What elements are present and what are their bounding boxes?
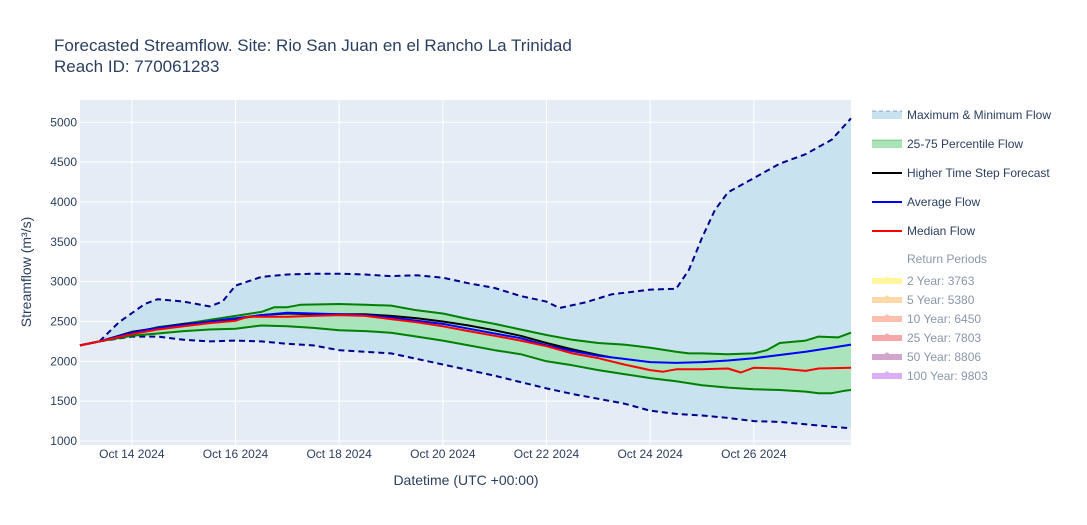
legend-marker-icon: [884, 371, 890, 377]
legend-item-return-period[interactable]: 25 Year: 7803: [872, 331, 981, 345]
x-axis-label: Datetime (UTC +00:00): [393, 472, 538, 488]
legend-swatch: [872, 140, 902, 148]
legend-item-25-75-percentile-flow[interactable]: 25-75 Percentile Flow: [872, 137, 1023, 151]
legend-marker-icon: [884, 352, 890, 358]
y-tick-label: 2000: [50, 354, 77, 368]
legend-return-periods-title: Return Periods: [907, 252, 987, 266]
plot-area: [79, 117, 852, 430]
legend-label: Higher Time Step Forecast: [907, 166, 1050, 180]
25-75-percentile-flow-upper-line: [79, 303, 852, 356]
y-tick-label: 1500: [50, 394, 77, 408]
legend-label: 2 Year: 3763: [907, 274, 975, 288]
legend-label: 5 Year: 5380: [907, 293, 975, 307]
legend-item-return-period[interactable]: 100 Year: 9803: [872, 369, 988, 383]
legend-item-average-flow[interactable]: Average Flow: [872, 195, 980, 209]
legend-label: 10 Year: 6450: [907, 312, 981, 326]
y-tick-label: 3000: [50, 275, 77, 289]
y-tick-label: 4500: [50, 155, 77, 169]
x-tick-label: Oct 16 2024: [203, 447, 269, 461]
y-axis-ticks: 1000 1500 2000 2500 3000 3500 4000 4500 5000: [50, 115, 77, 448]
legend-marker-icon: [884, 333, 890, 339]
legend-swatch: [872, 111, 902, 119]
legend-item-higher-time-step-forecast[interactable]: Higher Time Step Forecast: [872, 166, 1050, 180]
legend-marker-icon: [884, 276, 890, 282]
y-tick-label: 4000: [50, 195, 77, 209]
maximum-minimum-flow-upper-line: [79, 117, 852, 347]
x-tick-label: Oct 14 2024: [99, 447, 165, 461]
legend[interactable]: Maximum & Minimum Flow 25-75 Percentile F…: [872, 108, 1051, 383]
legend-item-return-period[interactable]: 50 Year: 8806: [872, 350, 981, 364]
chart-title-line2: Reach ID: 770061283: [54, 57, 219, 76]
chart-title-line1: Forecasted Streamflow. Site: Rio San Jua…: [54, 36, 572, 55]
x-tick-label: Oct 24 2024: [617, 447, 683, 461]
legend-label: 100 Year: 9803: [907, 369, 988, 383]
legend-label: 50 Year: 8806: [907, 350, 981, 364]
legend-marker-icon: [884, 295, 890, 301]
maximum-minimum-flow-lower-line: [79, 335, 852, 430]
y-tick-label: 2500: [50, 315, 77, 329]
x-tick-label: Oct 26 2024: [721, 447, 787, 461]
x-tick-label: Oct 20 2024: [410, 447, 476, 461]
median-flow-line: [79, 314, 852, 374]
legend-marker-icon: [884, 314, 890, 320]
y-tick-label: 1000: [50, 434, 77, 448]
legend-label: 25-75 Percentile Flow: [907, 137, 1023, 151]
average-flow-line: [79, 311, 852, 364]
25-75-percentile-flow-lower-line: [79, 324, 852, 395]
legend-item-maximum-minimum-flow[interactable]: Maximum & Minimum Flow: [872, 108, 1051, 122]
legend-item-median-flow[interactable]: Median Flow: [872, 224, 975, 238]
legend-item-return-period[interactable]: 10 Year: 6450: [872, 312, 981, 326]
y-tick-label: 5000: [50, 115, 77, 129]
legend-label: Average Flow: [907, 195, 980, 209]
x-tick-label: Oct 22 2024: [514, 447, 580, 461]
y-tick-label: 3500: [50, 235, 77, 249]
x-tick-label: Oct 18 2024: [306, 447, 372, 461]
legend-label: Median Flow: [907, 224, 975, 238]
legend-item-return-period[interactable]: 2 Year: 3763: [872, 274, 975, 288]
x-axis-ticks: Oct 14 2024 Oct 16 2024 Oct 18 2024 Oct 20 …: [99, 447, 787, 461]
legend-item-return-period[interactable]: 5 Year: 5380: [872, 293, 975, 307]
legend-label: Maximum & Minimum Flow: [907, 108, 1051, 122]
legend-label: 25 Year: 7803: [907, 331, 981, 345]
y-axis-label: Streamflow (m³/s): [18, 217, 34, 327]
